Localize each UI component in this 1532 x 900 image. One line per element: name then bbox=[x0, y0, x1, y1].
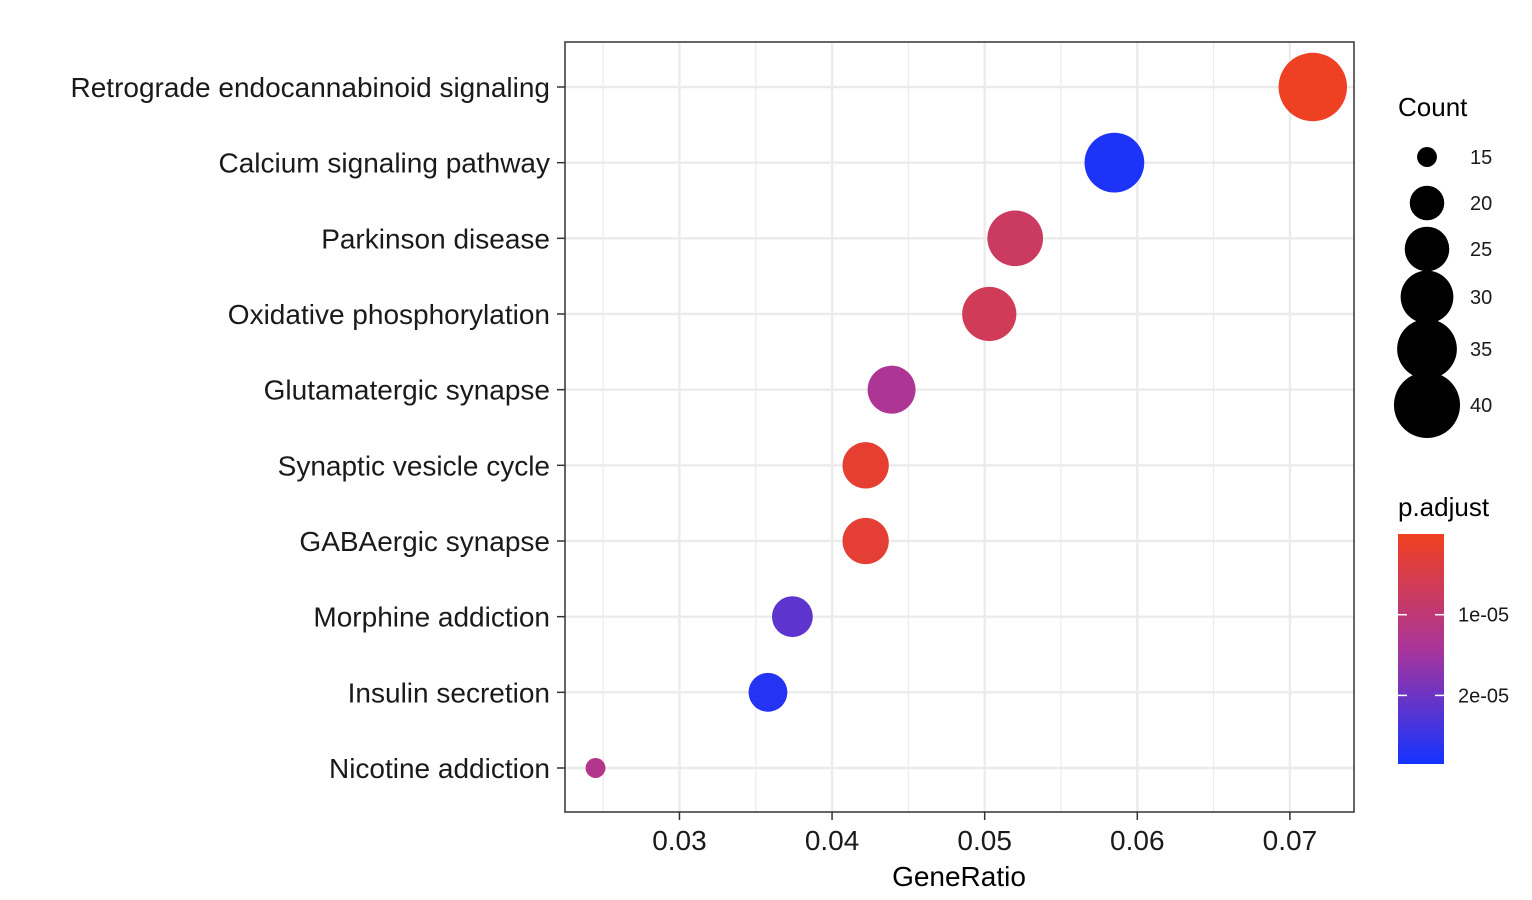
p-adjust-legend-title: p.adjust bbox=[1398, 492, 1490, 522]
count-legend-label: 40 bbox=[1470, 395, 1492, 417]
category-label: Oxidative phosphorylation bbox=[228, 299, 550, 330]
category-label: Insulin secretion bbox=[348, 677, 550, 708]
x-axis-title: GeneRatio bbox=[892, 861, 1026, 892]
category-label: Retrograde endocannabinoid signaling bbox=[71, 72, 550, 103]
count-legend-key bbox=[1393, 371, 1461, 439]
x-tick-label: 0.07 bbox=[1263, 825, 1318, 856]
count-legend-label: 35 bbox=[1470, 339, 1492, 361]
data-point bbox=[1084, 132, 1145, 193]
p-adjust-colorbar bbox=[1398, 534, 1444, 764]
count-legend-label: 20 bbox=[1470, 193, 1492, 215]
count-legend-label: 15 bbox=[1470, 147, 1492, 169]
count-legend-label: 30 bbox=[1470, 287, 1492, 309]
p-adjust-tick-label: 2e-05 bbox=[1458, 685, 1509, 707]
count-legend-title: Count bbox=[1398, 92, 1468, 122]
x-tick-label: 0.03 bbox=[652, 825, 707, 856]
data-point bbox=[748, 672, 788, 712]
x-tick-label: 0.05 bbox=[957, 825, 1012, 856]
category-label: Synaptic vesicle cycle bbox=[278, 450, 550, 481]
category-label: Glutamatergic synapse bbox=[264, 375, 550, 406]
plot-panel-border bbox=[564, 41, 1355, 813]
p-adjust-legend: p.adjust 1e-05 2e-05 bbox=[1398, 492, 1509, 764]
data-point bbox=[842, 517, 889, 565]
x-axis-ticks: 0.03 0.04 0.05 0.06 0.07 bbox=[652, 812, 1317, 856]
count-legend-label: 25 bbox=[1470, 239, 1492, 261]
x-tick-label: 0.06 bbox=[1110, 825, 1165, 856]
count-legend-key bbox=[1409, 185, 1445, 221]
data-point bbox=[1278, 52, 1348, 122]
data-point bbox=[867, 365, 916, 414]
data-point bbox=[771, 596, 813, 638]
grid-lines bbox=[565, 42, 1354, 812]
count-legend-key bbox=[1417, 147, 1437, 167]
p-adjust-tick-label: 1e-05 bbox=[1458, 605, 1509, 627]
count-legend-key bbox=[1404, 226, 1450, 272]
category-label: Morphine addiction bbox=[313, 602, 550, 633]
data-points bbox=[585, 52, 1348, 778]
data-point bbox=[585, 758, 606, 778]
data-point bbox=[842, 442, 889, 489]
count-legend-key bbox=[1397, 319, 1457, 379]
data-point bbox=[962, 286, 1017, 342]
data-point bbox=[987, 210, 1044, 267]
category-label: Nicotine addiction bbox=[329, 753, 550, 784]
x-tick-label: 0.04 bbox=[805, 825, 860, 856]
category-label: Calcium signaling pathway bbox=[218, 148, 550, 179]
category-labels: Retrograde endocannabinoid signaling Calc… bbox=[71, 72, 565, 784]
category-label: Parkinson disease bbox=[321, 223, 550, 254]
count-legend-key bbox=[1400, 270, 1454, 324]
count-legend: Count 15 20 25 30 35 40 bbox=[1393, 92, 1492, 439]
category-label: GABAergic synapse bbox=[299, 526, 550, 557]
